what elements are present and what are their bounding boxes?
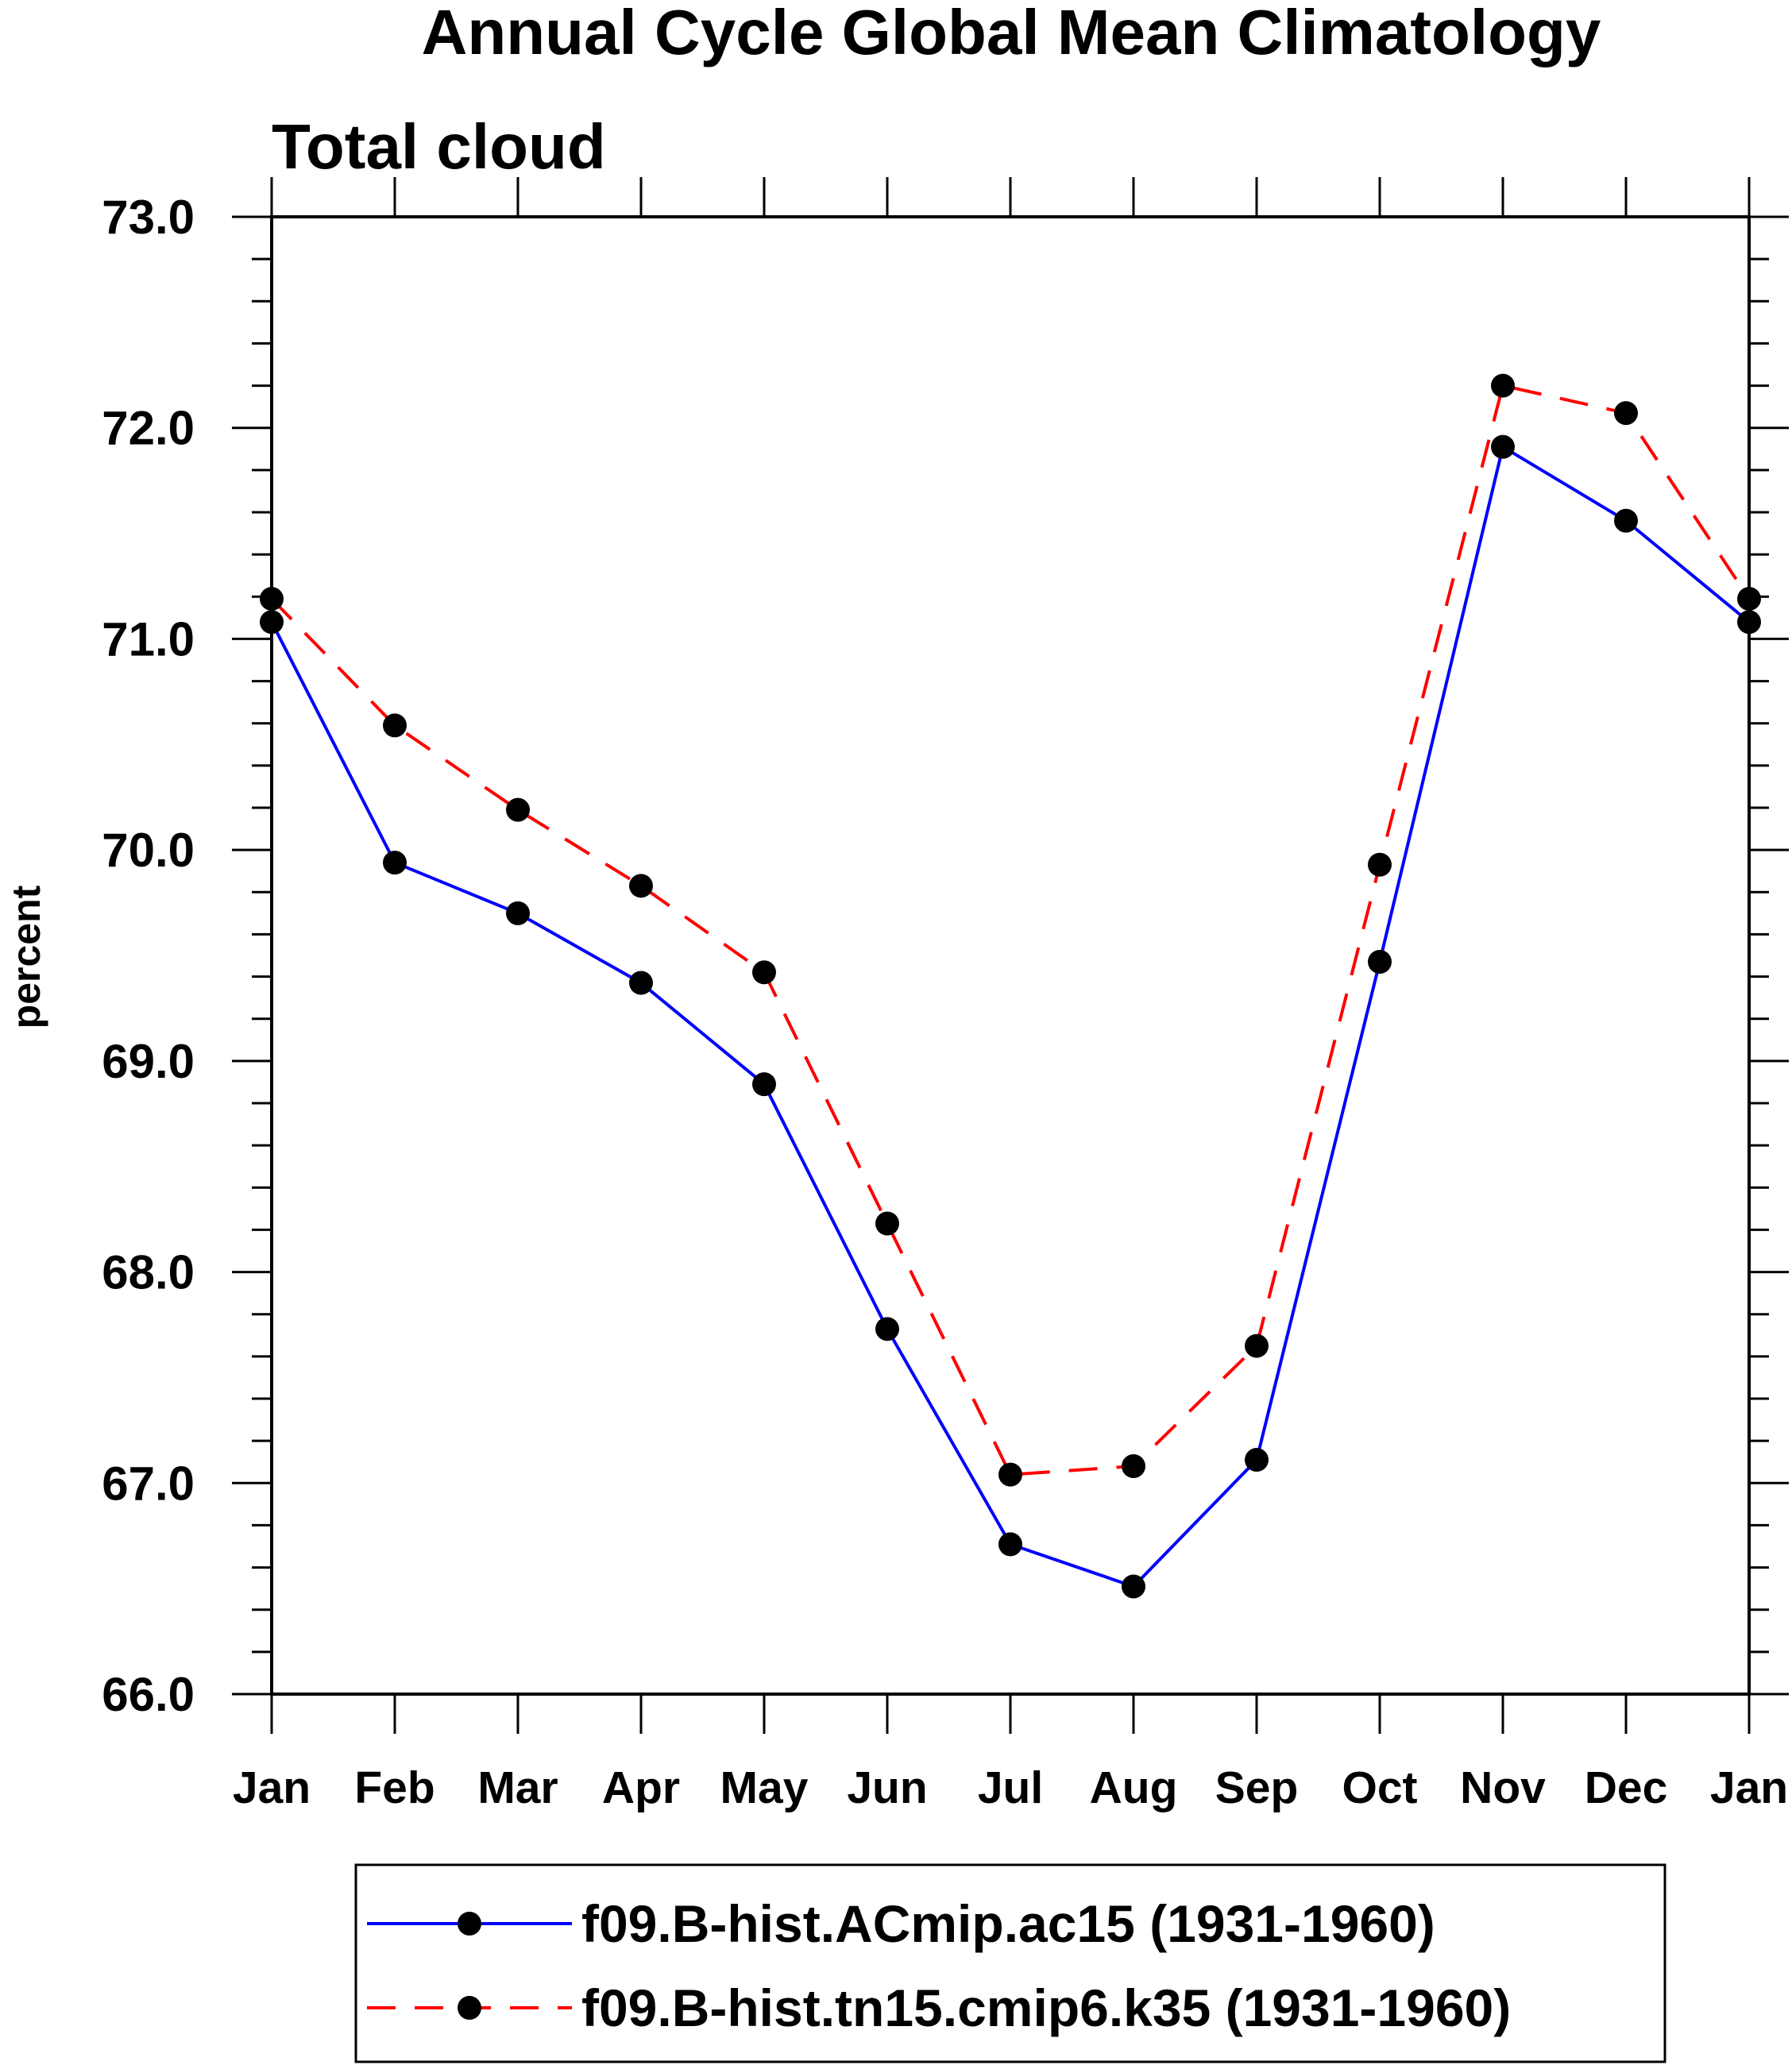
y-tick-label: 66.0 (102, 1668, 195, 1721)
x-tick-label: Jan (233, 1762, 311, 1813)
series-1-point (1122, 1574, 1145, 1599)
series-2-point (1491, 373, 1515, 398)
y-tick-label: 69.0 (102, 1035, 195, 1088)
x-axis-ticks: Jan Feb Mar Apr May Jun Jul Aug Sep Oct Nov Dec Jan (233, 177, 1788, 1813)
y-tick-label: 68.0 (102, 1246, 195, 1299)
y-axis-ticks: 66.0 67.0 68.0 69.0 70.0 71.0 72.0 73.0 (102, 191, 1789, 1721)
chart-subtitle: Total cloud (272, 111, 606, 182)
x-tick-label: Feb (354, 1762, 434, 1813)
legend-label-2: f09.B-hist.tn15.cmip6.k35 (1931-1960) (581, 1978, 1511, 2037)
x-tick-label: Nov (1460, 1762, 1546, 1813)
plot-frame (270, 215, 1751, 1696)
x-tick-label: Jul (978, 1762, 1043, 1813)
y-tick-label: 70.0 (102, 824, 195, 877)
legend-label-1: f09.B-hist.ACmip.ac15 (1931-1960) (581, 1894, 1435, 1953)
x-tick-label: Jun (847, 1762, 927, 1813)
x-tick-label: Dec (1585, 1762, 1668, 1813)
legend-box (354, 1863, 1666, 2063)
x-tick-label: Mar (477, 1762, 558, 1813)
series-1-point (1368, 949, 1392, 974)
y-tick-label: 71.0 (102, 612, 195, 666)
x-tick-label: May (720, 1762, 809, 1813)
legend: f09.B-hist.ACmip.ac15 (1931-1960) f09.B-h… (354, 1863, 1666, 2063)
x-tick-label: Oct (1342, 1762, 1417, 1813)
chart-title: Annual Cycle Global Mean Climatology (422, 0, 1601, 68)
series-line-1 (270, 445, 1751, 1588)
series-2-point (383, 713, 407, 738)
legend-marker-1 (458, 1912, 481, 1936)
series-2-point (1614, 401, 1638, 426)
series-1-point (383, 851, 407, 875)
series-1-point (998, 1532, 1022, 1557)
series-2-point (998, 1462, 1022, 1487)
plot-series (260, 373, 1761, 1599)
x-tick-label: Aug (1090, 1762, 1178, 1813)
series-line-2 (270, 384, 1751, 1476)
series-1-point (875, 1317, 899, 1341)
x-tick-label: Sep (1215, 1762, 1299, 1813)
series-1-point (629, 971, 653, 995)
y-tick-label: 73.0 (102, 191, 195, 244)
series-1-point (752, 1072, 776, 1097)
y-tick-label: 72.0 (102, 402, 195, 455)
series-2-point (506, 797, 530, 822)
series-1-point (1614, 508, 1638, 533)
series-2-point (1122, 1454, 1145, 1479)
x-tick-label: Jan (1710, 1762, 1788, 1813)
series-1-point (1491, 434, 1515, 459)
series-2-point (752, 960, 776, 985)
y-tick-label: 67.0 (102, 1457, 195, 1510)
series-1-point (506, 901, 530, 925)
series-2-point (875, 1211, 899, 1236)
x-tick-label: Apr (602, 1762, 680, 1813)
series-2-point (1368, 852, 1392, 877)
legend-marker-2 (458, 1996, 481, 2020)
y-axis-label: percent (4, 885, 48, 1029)
series-1-point (1245, 1448, 1269, 1473)
series-2-point (629, 874, 653, 898)
series-2-point (1245, 1334, 1269, 1358)
